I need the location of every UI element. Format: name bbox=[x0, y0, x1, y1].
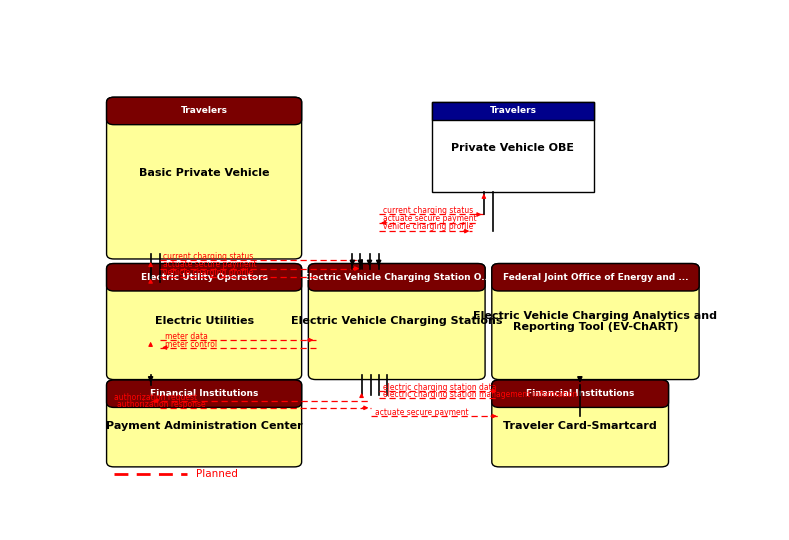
FancyBboxPatch shape bbox=[107, 264, 301, 380]
Bar bbox=[502, 393, 658, 402]
Text: actuate secure payment: actuate secure payment bbox=[383, 214, 477, 223]
Text: authorization request: authorization request bbox=[114, 393, 197, 402]
Text: Electric Utilities: Electric Utilities bbox=[155, 316, 254, 327]
Text: vehicle charging profile: vehicle charging profile bbox=[163, 268, 253, 277]
FancyBboxPatch shape bbox=[107, 97, 301, 259]
Bar bbox=[319, 276, 475, 286]
Bar bbox=[117, 393, 291, 402]
Text: current charging status: current charging status bbox=[163, 252, 253, 261]
Bar bbox=[432, 102, 594, 192]
Text: meter control: meter control bbox=[165, 340, 217, 349]
Text: Financial Institutions: Financial Institutions bbox=[526, 389, 634, 398]
Text: vehicle charging profile: vehicle charging profile bbox=[383, 222, 473, 232]
Text: Electric Utility Operators: Electric Utility Operators bbox=[140, 273, 267, 282]
Text: authorization response: authorization response bbox=[117, 400, 206, 409]
Text: Basic Private Vehicle: Basic Private Vehicle bbox=[139, 168, 269, 178]
FancyBboxPatch shape bbox=[107, 264, 301, 291]
Text: Private Vehicle OBE: Private Vehicle OBE bbox=[451, 144, 574, 153]
Text: electric charging station management information: electric charging station management inf… bbox=[383, 390, 578, 400]
Text: Travelers: Travelers bbox=[181, 106, 227, 116]
FancyBboxPatch shape bbox=[492, 264, 699, 380]
FancyBboxPatch shape bbox=[492, 380, 668, 407]
Text: Electric Vehicle Charging Stations: Electric Vehicle Charging Stations bbox=[291, 316, 503, 327]
FancyBboxPatch shape bbox=[107, 380, 301, 467]
Text: Traveler Card-Smartcard: Traveler Card-Smartcard bbox=[503, 421, 657, 431]
FancyBboxPatch shape bbox=[308, 264, 485, 291]
Text: Federal Joint Office of Energy and ...: Federal Joint Office of Energy and ... bbox=[503, 273, 688, 282]
Bar bbox=[117, 110, 291, 120]
FancyBboxPatch shape bbox=[107, 97, 301, 125]
Text: Electric Vehicle Charging Analytics and
Reporting Tool (EV-ChART): Electric Vehicle Charging Analytics and … bbox=[473, 310, 717, 332]
Text: Planned: Planned bbox=[196, 469, 238, 480]
Bar bbox=[502, 276, 689, 286]
Text: Travelers: Travelers bbox=[489, 106, 537, 116]
Text: actuate secure payment: actuate secure payment bbox=[163, 260, 256, 269]
FancyBboxPatch shape bbox=[492, 380, 668, 467]
Text: current charging status: current charging status bbox=[383, 206, 473, 215]
Text: actuate secure payment: actuate secure payment bbox=[375, 408, 469, 417]
FancyBboxPatch shape bbox=[492, 264, 699, 291]
Text: Payment Administration Center: Payment Administration Center bbox=[106, 421, 302, 431]
FancyBboxPatch shape bbox=[107, 380, 301, 407]
FancyBboxPatch shape bbox=[308, 264, 485, 380]
Text: electric charging station data: electric charging station data bbox=[383, 383, 496, 393]
Text: Financial Institutions: Financial Institutions bbox=[150, 389, 258, 398]
Bar bbox=[432, 102, 594, 120]
Text: meter data: meter data bbox=[165, 332, 208, 341]
Text: Electric Vehicle Charging Station O...: Electric Vehicle Charging Station O... bbox=[302, 273, 491, 282]
Bar bbox=[117, 276, 291, 286]
